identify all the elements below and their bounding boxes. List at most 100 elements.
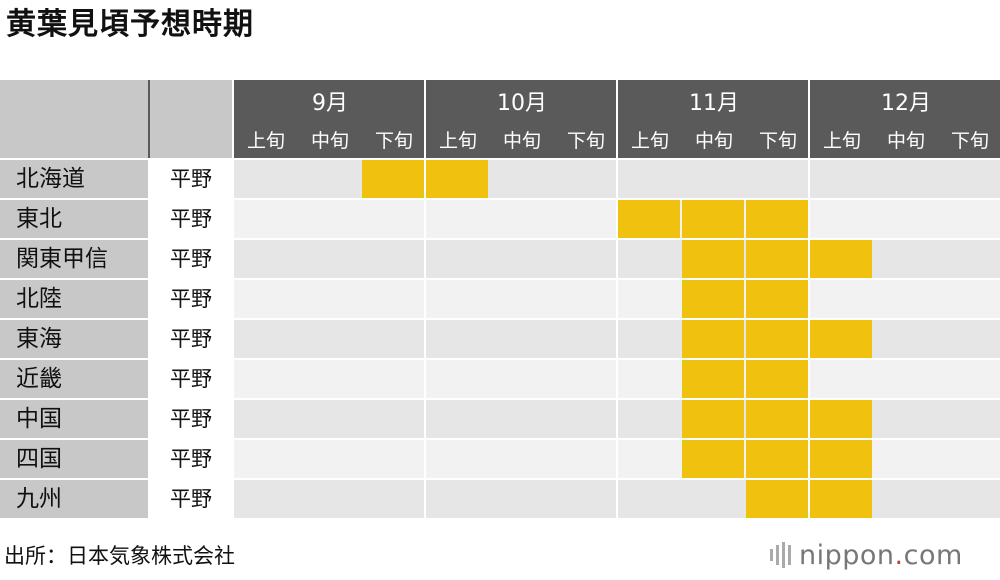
region-label: 中国 (0, 400, 148, 438)
dekad-header: 下旬 (374, 130, 413, 152)
peak-period-cell (682, 360, 744, 398)
month-cell-background (426, 280, 616, 318)
table-row: 九州 平野 (0, 480, 1000, 518)
table-row: 東北 平野 (0, 200, 1000, 238)
chart-title: 黄葉見頃予想時期 (6, 7, 254, 42)
table-row: 中国 平野 (0, 400, 1000, 438)
month-separator (808, 80, 810, 158)
region-label: 四国 (0, 440, 148, 478)
region-label: 北海道 (0, 160, 148, 198)
area-type-label: 平野 (150, 360, 232, 398)
peak-period-cell (810, 480, 872, 518)
area-type-label: 平野 (150, 200, 232, 238)
peak-period-cell (682, 280, 744, 318)
region-label: 北陸 (0, 280, 148, 318)
logo-suffix: com (903, 539, 963, 571)
area-type-label: 平野 (150, 480, 232, 518)
month-separator (232, 80, 234, 158)
month-cell-background (810, 200, 1000, 238)
peak-period-cell (682, 320, 744, 358)
peak-period-cell (362, 160, 424, 198)
peak-period-cell (746, 240, 808, 278)
peak-period-cell (746, 440, 808, 478)
peak-period-cell (682, 200, 744, 238)
dekad-header: 中旬 (694, 130, 733, 152)
nippon-logo: nippon.com (770, 538, 963, 572)
peak-period-cell (746, 200, 808, 238)
region-label: 九州 (0, 480, 148, 518)
month-cell-background (426, 320, 616, 358)
peak-period-cell (810, 240, 872, 278)
month-header: 9月 (312, 91, 348, 116)
month-cell-background (426, 480, 616, 518)
dekad-header: 上旬 (246, 130, 285, 152)
month-cell-background (234, 240, 424, 278)
month-cell-background (426, 200, 616, 238)
month-cell-background (234, 360, 424, 398)
table-row: 近畿 平野 (0, 360, 1000, 398)
month-cell-background (426, 360, 616, 398)
month-cell-background (426, 440, 616, 478)
peak-period-cell (746, 400, 808, 438)
area-type-label: 平野 (150, 280, 232, 318)
month-header: 11月 (689, 91, 739, 116)
area-type-label: 平野 (150, 320, 232, 358)
month-header: 10月 (497, 91, 547, 116)
month-separator (424, 80, 426, 158)
logo-prefix: nippon (799, 539, 895, 571)
peak-period-cell (682, 440, 744, 478)
month-cell-background (810, 160, 1000, 198)
month-cell-background (234, 200, 424, 238)
peak-period-cell (810, 440, 872, 478)
source-note: 出所：日本気象株式会社 (4, 544, 235, 568)
peak-period-cell (746, 480, 808, 518)
month-separator (616, 80, 618, 158)
dekad-header: 下旬 (950, 130, 989, 152)
peak-period-cell (746, 360, 808, 398)
month-cell-background (810, 360, 1000, 398)
dekad-header: 中旬 (310, 130, 349, 152)
area-type-label: 平野 (150, 440, 232, 478)
area-type-label: 平野 (150, 400, 232, 438)
month-cell-background (234, 400, 424, 438)
area-type-label: 平野 (150, 240, 232, 278)
month-cell-background (810, 280, 1000, 318)
table-row: 北陸 平野 (0, 280, 1000, 318)
peak-period-cell (682, 400, 744, 438)
region-label: 近畿 (0, 360, 148, 398)
table-row: 東海 平野 (0, 320, 1000, 358)
dekad-header: 中旬 (886, 130, 925, 152)
peak-period-cell (810, 400, 872, 438)
header-region-cell (0, 80, 148, 158)
header-type-cell (150, 80, 232, 158)
logo-text: nippon.com (799, 540, 963, 571)
logo-bars-icon (770, 542, 791, 568)
peak-period-cell (618, 200, 680, 238)
region-label: 東海 (0, 320, 148, 358)
region-label: 関東甲信 (0, 240, 148, 278)
peak-period-cell (426, 160, 488, 198)
peak-period-cell (746, 320, 808, 358)
month-cell-background (234, 280, 424, 318)
logo-dot: . (894, 539, 904, 571)
table-row: 四国 平野 (0, 440, 1000, 478)
month-header: 12月 (881, 91, 931, 116)
dekad-header: 下旬 (566, 130, 605, 152)
dekad-header: 上旬 (438, 130, 477, 152)
peak-period-cell (746, 280, 808, 318)
peak-period-cell (682, 240, 744, 278)
dekad-header: 上旬 (630, 130, 669, 152)
month-cell-background (426, 400, 616, 438)
region-label: 東北 (0, 200, 148, 238)
month-cell-background (426, 240, 616, 278)
dekad-header: 下旬 (758, 130, 797, 152)
dekad-header: 中旬 (502, 130, 541, 152)
month-cell-background (618, 160, 808, 198)
table-row: 関東甲信 平野 (0, 240, 1000, 278)
area-type-label: 平野 (150, 160, 232, 198)
month-cell-background (234, 320, 424, 358)
dekad-header: 上旬 (822, 130, 861, 152)
peak-period-cell (810, 320, 872, 358)
month-cell-background (234, 440, 424, 478)
table-row: 北海道 平野 (0, 160, 1000, 198)
